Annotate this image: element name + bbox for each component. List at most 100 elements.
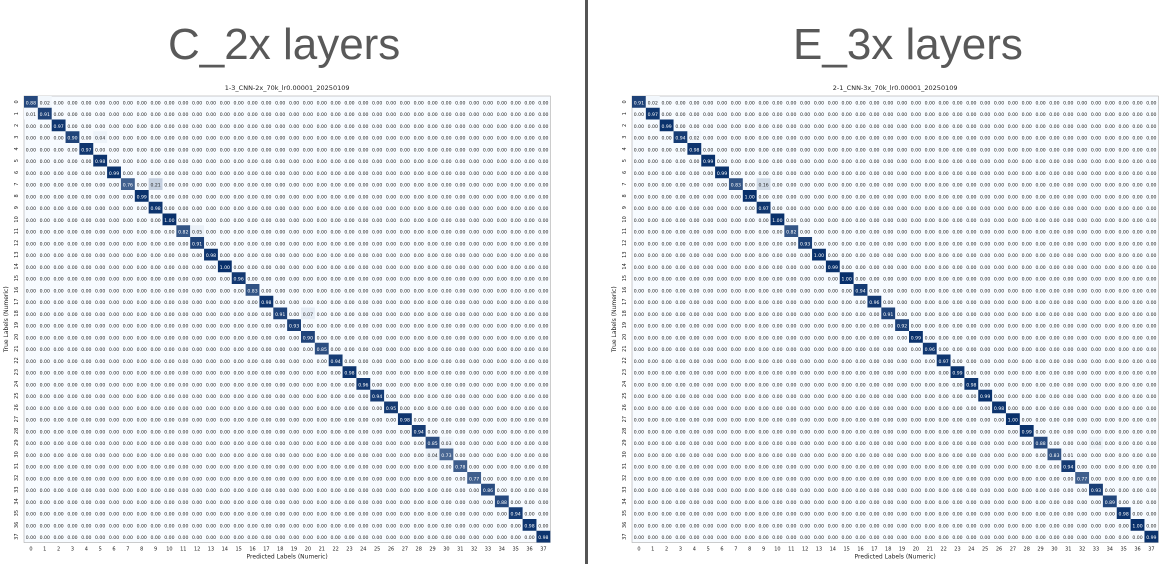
cell-value: 0.00 [745,124,755,130]
cell-value: 0.00 [1132,406,1142,412]
cell-value: 0.00 [911,324,921,330]
cell-value: 0.00 [54,159,64,165]
cell-value: 0.00 [400,382,410,388]
cell-value: 0.00 [247,112,257,118]
cell-value: 0.00 [26,277,36,283]
cell-value: 0.00 [1119,324,1129,330]
cell-value: 0.00 [1035,171,1045,177]
cell-value: 0.00 [966,218,976,224]
cell-value: 0.00 [634,171,644,177]
cell-value: 0.00 [178,241,188,247]
cell-value: 0.00 [758,288,768,294]
cell-value: 0.00 [1119,347,1129,353]
cell-value: 0.00 [400,241,410,247]
cell-value: 0.00 [911,241,921,247]
cell-value: 0.00 [952,230,962,236]
cell-value: 0.00 [800,465,810,471]
cell-value: 0.00 [538,194,548,200]
cell-value: 0.00 [26,230,36,236]
cell-value: 0.94 [372,394,382,400]
cell-value: 0.99 [911,335,921,341]
cell-value: 0.00 [178,347,188,353]
cell-value: 0.00 [1063,147,1073,153]
cell-value: 0.00 [869,206,879,212]
cell-value: 0.00 [331,488,341,494]
x-tick-label: 6 [720,547,723,553]
cell-value: 0.00 [925,465,935,471]
cell-value: 0.00 [95,277,105,283]
cell-value: 0.00 [758,382,768,388]
cell-value: 0.00 [95,382,105,388]
cell-value: 0.00 [662,147,672,153]
cell-value: 0.00 [800,476,810,482]
cell-value: 0.00 [1119,183,1129,189]
cell-value: 0.00 [178,406,188,412]
cell-value: 0.00 [1008,441,1018,447]
cell-value: 0.00 [662,347,672,353]
cell-value: 0.00 [414,359,424,365]
cell-value: 0.00 [1119,441,1129,447]
cell-value: 0.00 [772,512,782,518]
cell-value: 0.00 [828,288,838,294]
cell-value: 0.00 [483,312,493,318]
cell-value: 0.00 [1119,124,1129,130]
cell-value: 0.94 [1063,465,1073,471]
y-tick-label: 19 [622,322,628,328]
cell-value: 0.00 [26,171,36,177]
cell-value: 0.00 [717,288,727,294]
cell-value: 0.00 [427,218,437,224]
cell-value: 0.00 [675,406,685,412]
cell-value: 0.00 [137,218,147,224]
y-tick-label: 24 [14,381,20,387]
cell-value: 0.00 [164,100,174,106]
cell-value: 0.00 [427,265,437,271]
cell-value: 0.00 [234,194,244,200]
cell-value: 0.00 [220,100,230,106]
cell-value: 0.00 [634,335,644,341]
cell-value: 0.00 [95,112,105,118]
cell-value: 0.00 [358,265,368,271]
cell-value: 0.00 [372,300,382,306]
cell-value: 0.00 [939,253,949,259]
x-tick-label: 11 [788,547,794,553]
cell-value: 0.00 [178,312,188,318]
cell-value: 0.00 [67,288,77,294]
cell-value: 0.00 [95,324,105,330]
cell-value: 0.00 [1105,453,1115,459]
cell-value: 0.00 [1091,136,1101,142]
cell-value: 0.00 [40,453,50,459]
cell-value: 0.00 [1146,218,1156,224]
cell-value: 0.00 [703,429,713,435]
cell-value: 0.00 [883,136,893,142]
cell-value: 0.00 [372,418,382,424]
cell-value: 0.00 [1077,218,1087,224]
cell-value: 0.98 [95,159,105,165]
cell-value: 1.00 [772,218,782,224]
cell-value: 0.00 [164,265,174,271]
cell-value: 0.00 [883,124,893,130]
cell-value: 0.00 [1008,136,1018,142]
cell-value: 0.00 [758,535,768,541]
cell-value: 0.00 [317,418,327,424]
cell-value: 0.00 [911,171,921,177]
cell-value: 0.00 [925,159,935,165]
cell-value: 0.00 [164,277,174,283]
cell-value: 0.00 [164,124,174,130]
cell-value: 0.00 [1105,288,1115,294]
cell-value: 0.00 [40,429,50,435]
cell-value: 0.00 [331,124,341,130]
cell-value: 0.00 [869,124,879,130]
cell-value: 0.00 [966,136,976,142]
cell-value: 0.00 [524,406,534,412]
cell-value: 0.00 [40,288,50,294]
cell-value: 0.00 [247,312,257,318]
x-tick-label: 16 [857,547,863,553]
cell-value: 0.00 [925,371,935,377]
cell-value: 0.00 [662,288,672,294]
cell-value: 0.00 [717,218,727,224]
cell-value: 0.00 [109,206,119,212]
cell-value: 0.00 [206,488,216,494]
cell-value: 0.00 [980,418,990,424]
cell-value: 0.00 [192,347,202,353]
cell-value: 0.00 [150,523,160,529]
